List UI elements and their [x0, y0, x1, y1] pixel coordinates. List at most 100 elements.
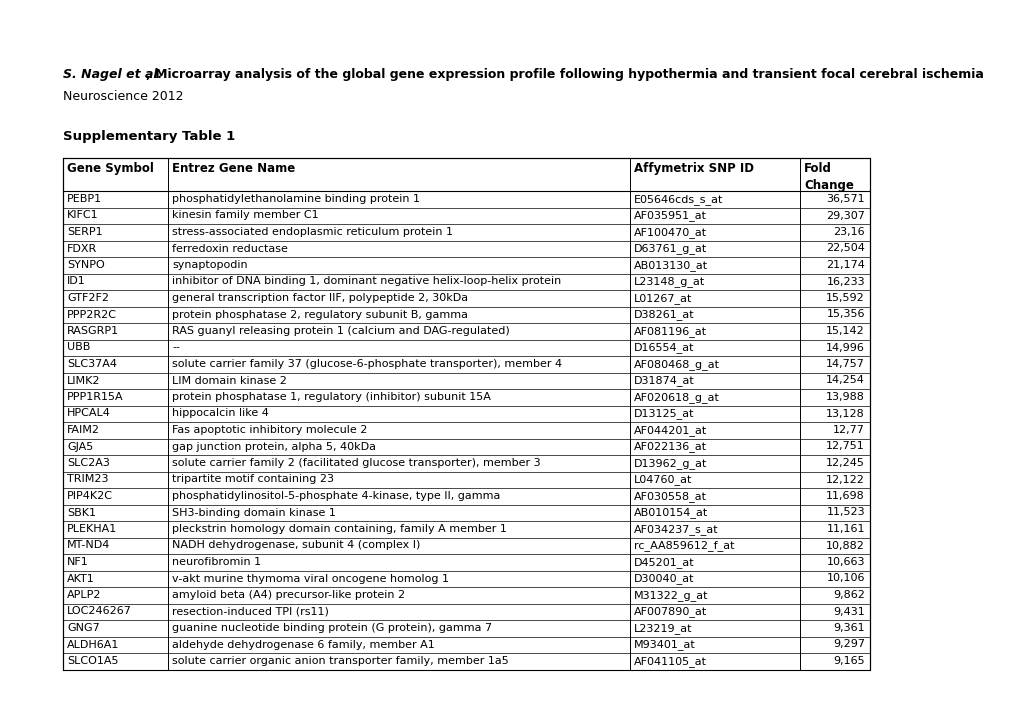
Text: FAIM2: FAIM2	[67, 425, 100, 435]
Text: AF035951_at: AF035951_at	[634, 210, 706, 222]
Text: D63761_g_at: D63761_g_at	[634, 243, 706, 254]
Text: RASGRP1: RASGRP1	[67, 326, 119, 336]
Text: gap junction protein, alpha 5, 40kDa: gap junction protein, alpha 5, 40kDa	[172, 441, 376, 451]
Text: MT-ND4: MT-ND4	[67, 541, 110, 551]
Text: Neuroscience 2012: Neuroscience 2012	[63, 90, 183, 103]
Text: UBB: UBB	[67, 343, 91, 353]
Text: 13,988: 13,988	[825, 392, 864, 402]
Text: AF022136_at: AF022136_at	[634, 441, 706, 452]
Text: L23148_g_at: L23148_g_at	[634, 276, 704, 287]
Text: D31874_at: D31874_at	[634, 376, 694, 387]
Text: 16,233: 16,233	[825, 276, 864, 287]
Text: solute carrier organic anion transporter family, member 1a5: solute carrier organic anion transporter…	[172, 656, 508, 666]
Text: 12,122: 12,122	[825, 474, 864, 485]
Text: phosphatidylinositol-5-phosphate 4-kinase, type II, gamma: phosphatidylinositol-5-phosphate 4-kinas…	[172, 491, 500, 501]
Text: D16554_at: D16554_at	[634, 343, 694, 354]
Text: SH3-binding domain kinase 1: SH3-binding domain kinase 1	[172, 508, 335, 518]
Text: L01267_at: L01267_at	[634, 293, 692, 304]
Text: AF030558_at: AF030558_at	[634, 491, 706, 502]
Text: LIM domain kinase 2: LIM domain kinase 2	[172, 376, 286, 385]
Text: 12,245: 12,245	[825, 458, 864, 468]
Text: 12,751: 12,751	[825, 441, 864, 451]
Text: D30040_at: D30040_at	[634, 574, 694, 585]
Text: protein phosphatase 1, regulatory (inhibitor) subunit 15A: protein phosphatase 1, regulatory (inhib…	[172, 392, 490, 402]
Text: --: --	[172, 343, 179, 353]
Text: GNG7: GNG7	[67, 623, 100, 633]
Text: protein phosphatase 2, regulatory subunit B, gamma: protein phosphatase 2, regulatory subuni…	[172, 310, 468, 320]
Text: PIP4K2C: PIP4K2C	[67, 491, 113, 501]
Text: AF081196_at: AF081196_at	[634, 326, 706, 337]
Text: SBK1: SBK1	[67, 508, 96, 518]
Text: PLEKHA1: PLEKHA1	[67, 524, 117, 534]
Text: D45201_at: D45201_at	[634, 557, 694, 568]
Text: general transcription factor IIF, polypeptide 2, 30kDa: general transcription factor IIF, polype…	[172, 293, 468, 303]
Text: AB010154_at: AB010154_at	[634, 508, 707, 518]
Text: amyloid beta (A4) precursor-like protein 2: amyloid beta (A4) precursor-like protein…	[172, 590, 405, 600]
Text: AB013130_at: AB013130_at	[634, 260, 707, 271]
Text: ferredoxin reductase: ferredoxin reductase	[172, 243, 287, 253]
Text: 10,882: 10,882	[825, 541, 864, 551]
Text: resection-induced TPI (rs11): resection-induced TPI (rs11)	[172, 606, 328, 616]
Text: kinesin family member C1: kinesin family member C1	[172, 210, 318, 220]
Text: stress-associated endoplasmic reticulum protein 1: stress-associated endoplasmic reticulum …	[172, 227, 452, 237]
Text: FDXR: FDXR	[67, 243, 97, 253]
Text: L23219_at: L23219_at	[634, 623, 692, 634]
Text: pleckstrin homology domain containing, family A member 1: pleckstrin homology domain containing, f…	[172, 524, 506, 534]
Text: SLC37A4: SLC37A4	[67, 359, 117, 369]
Text: LOC246267: LOC246267	[67, 606, 131, 616]
Text: Change: Change	[803, 179, 853, 192]
Text: PPP2R2C: PPP2R2C	[67, 310, 117, 320]
Text: AF007890_at: AF007890_at	[634, 606, 706, 618]
Text: 15,142: 15,142	[825, 326, 864, 336]
Text: 23,16: 23,16	[833, 227, 864, 237]
Text: NF1: NF1	[67, 557, 89, 567]
Text: AF041105_at: AF041105_at	[634, 656, 706, 667]
Text: AF020618_g_at: AF020618_g_at	[634, 392, 719, 403]
Text: HPCAL4: HPCAL4	[67, 408, 111, 418]
Text: Entrez Gene Name: Entrez Gene Name	[172, 162, 294, 175]
Text: 29,307: 29,307	[825, 210, 864, 220]
Text: aldehyde dehydrogenase 6 family, member A1: aldehyde dehydrogenase 6 family, member …	[172, 639, 434, 649]
Text: Supplementary Table 1: Supplementary Table 1	[63, 130, 235, 143]
Text: 14,996: 14,996	[825, 343, 864, 353]
Text: 9,165: 9,165	[833, 656, 864, 666]
Text: 9,431: 9,431	[833, 606, 864, 616]
Text: M31322_g_at: M31322_g_at	[634, 590, 708, 601]
Text: 15,592: 15,592	[825, 293, 864, 303]
Text: Gene Symbol: Gene Symbol	[67, 162, 154, 175]
Text: 10,663: 10,663	[825, 557, 864, 567]
Text: synaptopodin: synaptopodin	[172, 260, 248, 270]
Text: TRIM23: TRIM23	[67, 474, 108, 485]
Text: 11,523: 11,523	[825, 508, 864, 518]
Text: , Microarray analysis of the global gene expression profile following hypothermi: , Microarray analysis of the global gene…	[146, 68, 983, 81]
Text: 9,361: 9,361	[833, 623, 864, 633]
Text: GJA5: GJA5	[67, 441, 93, 451]
Text: GTF2F2: GTF2F2	[67, 293, 109, 303]
Text: 13,128: 13,128	[825, 408, 864, 418]
Text: D13962_g_at: D13962_g_at	[634, 458, 707, 469]
Text: SERP1: SERP1	[67, 227, 103, 237]
Text: E05646cds_s_at: E05646cds_s_at	[634, 194, 722, 205]
Text: AKT1: AKT1	[67, 574, 95, 583]
Text: 15,356: 15,356	[825, 310, 864, 320]
Text: 11,161: 11,161	[825, 524, 864, 534]
Text: inhibitor of DNA binding 1, dominant negative helix-loop-helix protein: inhibitor of DNA binding 1, dominant neg…	[172, 276, 560, 287]
Text: M93401_at: M93401_at	[634, 639, 695, 650]
Text: Fas apoptotic inhibitory molecule 2: Fas apoptotic inhibitory molecule 2	[172, 425, 367, 435]
Text: SLCO1A5: SLCO1A5	[67, 656, 118, 666]
Text: guanine nucleotide binding protein (G protein), gamma 7: guanine nucleotide binding protein (G pr…	[172, 623, 491, 633]
Text: 11,698: 11,698	[825, 491, 864, 501]
Text: SLC2A3: SLC2A3	[67, 458, 110, 468]
Text: ALDH6A1: ALDH6A1	[67, 639, 119, 649]
Text: D13125_at: D13125_at	[634, 408, 694, 420]
Text: APLP2: APLP2	[67, 590, 102, 600]
Text: 22,504: 22,504	[825, 243, 864, 253]
Text: L04760_at: L04760_at	[634, 474, 692, 485]
Text: PPP1R15A: PPP1R15A	[67, 392, 123, 402]
Text: 14,757: 14,757	[825, 359, 864, 369]
Bar	[63, 158, 869, 670]
Text: SYNPO: SYNPO	[67, 260, 105, 270]
Text: Affymetrix SNP ID: Affymetrix SNP ID	[634, 162, 753, 175]
Text: solute carrier family 37 (glucose-6-phosphate transporter), member 4: solute carrier family 37 (glucose-6-phos…	[172, 359, 561, 369]
Text: AF100470_at: AF100470_at	[634, 227, 706, 238]
